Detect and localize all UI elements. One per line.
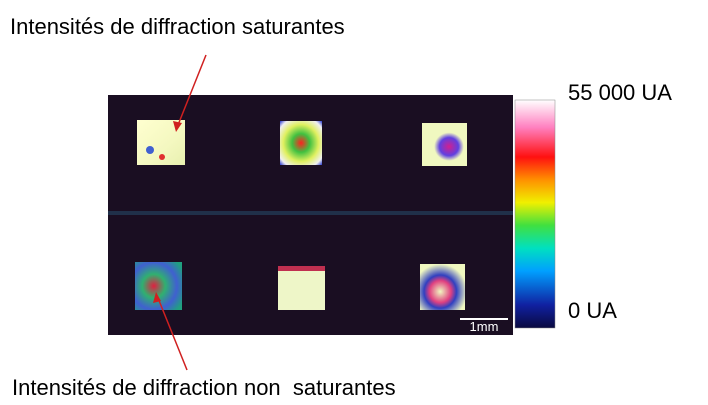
spot [422, 123, 467, 166]
spot [280, 121, 322, 165]
arrow-bottom [157, 297, 188, 371]
spot-detail [278, 266, 325, 271]
colorbar-min-label: 0 UA [568, 298, 617, 323]
spot-detail [146, 146, 154, 154]
colorbar [514, 99, 556, 329]
arrow-top [177, 54, 207, 126]
annotation-top: Intensités de diffraction saturantes [10, 14, 345, 39]
spot-detail [159, 154, 165, 160]
arrow-head [173, 121, 182, 132]
scale-bar-label: 1mm [470, 319, 499, 334]
annotation-bottom: Intensités de diffraction non saturantes [12, 375, 396, 400]
arrow-head [153, 292, 161, 303]
spot [135, 262, 182, 310]
colorbar-max-label: 55 000 UA [568, 80, 672, 105]
spot [278, 266, 325, 310]
spot [420, 264, 465, 310]
